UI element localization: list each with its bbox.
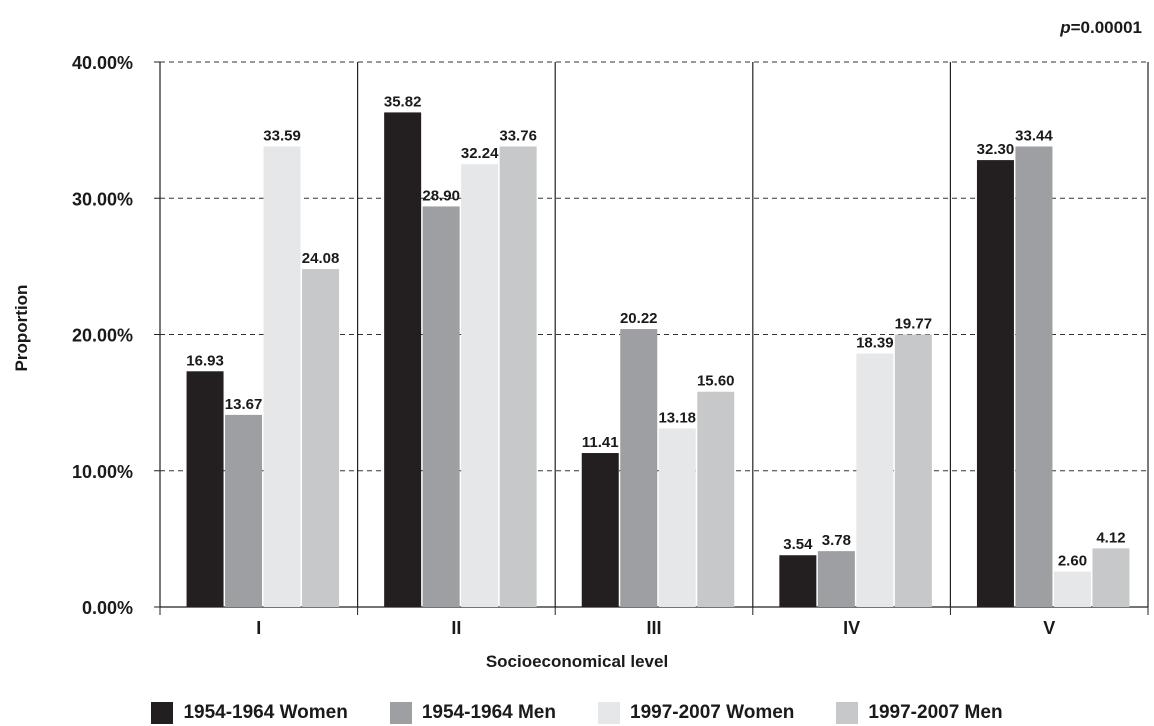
y-tick-label: 40.00%: [72, 53, 133, 73]
bar: [697, 391, 735, 607]
bar-value-label: 19.77: [895, 316, 933, 333]
bar-value-label: 4.12: [1096, 529, 1125, 546]
bar: [1053, 571, 1091, 607]
legend-swatch: [598, 702, 620, 724]
bar: [1015, 146, 1053, 607]
x-tick-label: I: [256, 618, 261, 638]
bar: [186, 371, 224, 607]
bar-value-label: 33.76: [499, 127, 537, 144]
x-axis-title: Socioeconomical level: [485, 652, 669, 671]
bar-value-label: 33.59: [263, 127, 301, 144]
bar: [658, 428, 696, 607]
bar-value-label: 13.18: [658, 410, 696, 427]
bar-value-label: 32.24: [461, 145, 499, 162]
bar: [779, 555, 817, 607]
bar: [422, 206, 460, 608]
x-tick-label: V: [1043, 618, 1055, 638]
y-tick-label: 0.00%: [82, 598, 133, 618]
bar-value-label: 35.82: [384, 93, 422, 110]
y-tick-label: 20.00%: [72, 326, 133, 346]
x-tick-label: IV: [843, 618, 860, 638]
bar-value-label: 16.93: [186, 352, 224, 369]
bar: [302, 269, 340, 607]
x-tick-label: II: [451, 618, 461, 638]
legend-swatch: [151, 702, 174, 724]
p-value-symbol: p: [1060, 18, 1071, 37]
bar-value-label: 11.41: [582, 434, 619, 451]
legend-swatch: [389, 702, 412, 724]
bar: [384, 112, 422, 607]
bar: [894, 334, 932, 607]
legend-label: 1997-2007 Men: [868, 702, 1003, 723]
bar-value-label: 33.44: [1015, 127, 1053, 144]
bar-value-label: 3.54: [783, 536, 813, 553]
bar-value-label: 28.90: [422, 187, 460, 204]
bar: [817, 551, 855, 607]
p-value: p=0.00001: [1060, 18, 1142, 38]
y-tick-label: 30.00%: [72, 189, 133, 209]
y-tick-label: 10.00%: [72, 462, 133, 482]
legend-item: 1954-1964 Women: [151, 702, 348, 724]
legend-label: 1954-1964 Men: [421, 702, 556, 723]
bar: [856, 353, 894, 607]
bar-value-label: 32.30: [977, 141, 1015, 158]
bar-value-label: 15.60: [697, 373, 735, 390]
x-tick-label: III: [646, 618, 661, 638]
bar: [263, 146, 301, 607]
legend-item: 1997-2007 Women: [598, 702, 794, 724]
legend-item: 1997-2007 Men: [836, 702, 1003, 724]
legend: 1954-1964 Women 1954-1964 Men 1997-2007 …: [0, 702, 1154, 724]
bar-value-label: 3.78: [822, 532, 851, 549]
bar: [976, 160, 1014, 607]
bar-value-label: 24.08: [302, 250, 340, 267]
bar-value-label: 13.67: [225, 396, 263, 413]
legend-label: 1954-1964 Women: [183, 702, 348, 723]
p-value-number: =0.00001: [1070, 18, 1142, 37]
bar-value-label: 20.22: [620, 310, 658, 327]
bar: [581, 453, 619, 607]
bar: [461, 164, 499, 607]
legend-item: 1954-1964 Men: [389, 702, 556, 724]
legend-label: 1997-2007 Women: [630, 702, 795, 723]
bar: [499, 146, 537, 607]
bar-value-label: 18.39: [856, 335, 894, 352]
legend-swatch: [836, 702, 859, 724]
bar: [1092, 548, 1130, 607]
y-axis-title: Proportion: [12, 284, 31, 372]
bar: [620, 329, 658, 607]
bar-value-label: 2.60: [1058, 553, 1087, 570]
bar: [225, 414, 263, 607]
